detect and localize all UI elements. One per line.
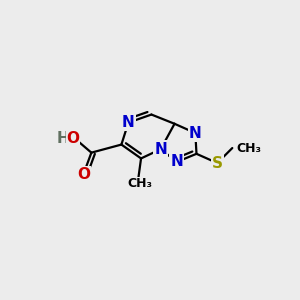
Text: N: N [189,125,202,140]
Text: O: O [66,131,80,146]
Text: S: S [212,155,223,170]
Text: N: N [154,142,167,157]
Text: N: N [122,115,135,130]
Text: O: O [77,167,90,182]
Text: N: N [170,154,183,169]
Text: CH₃: CH₃ [128,177,153,190]
Text: H: H [57,131,70,146]
Text: CH₃: CH₃ [236,142,261,154]
